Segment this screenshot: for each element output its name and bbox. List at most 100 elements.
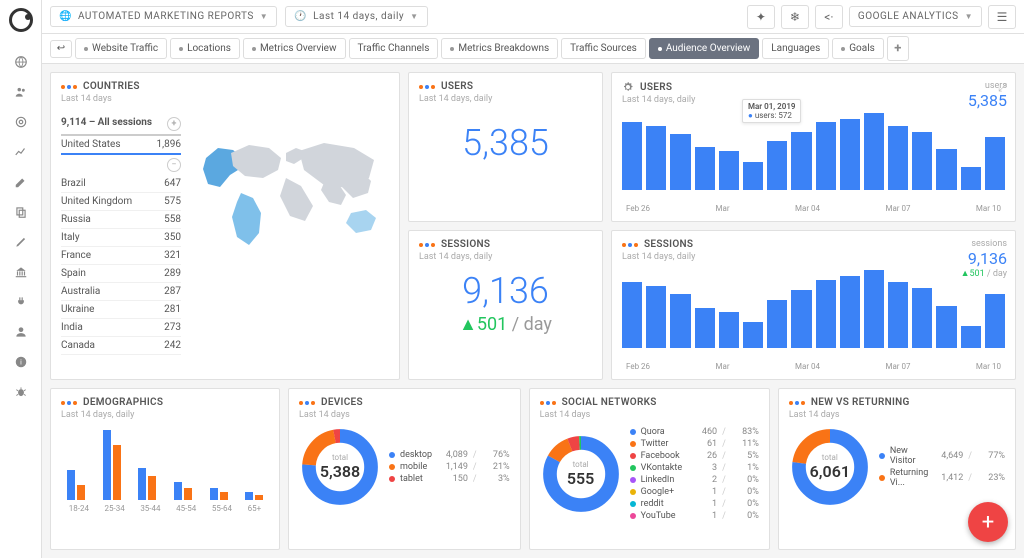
tab-metrics-breakdowns[interactable]: Metrics Breakdowns bbox=[441, 38, 558, 59]
tab-traffic-channels[interactable]: Traffic Channels bbox=[349, 38, 439, 59]
card-title: SESSIONS bbox=[441, 239, 490, 250]
country-row[interactable]: United States1,896 bbox=[61, 136, 181, 155]
tab-website-traffic[interactable]: Website Traffic bbox=[75, 38, 167, 59]
country-row[interactable]: United Kingdom575 bbox=[61, 193, 181, 211]
menu-button[interactable]: ☰ bbox=[988, 5, 1016, 29]
users-icon[interactable] bbox=[13, 84, 29, 100]
back-button[interactable]: ↩ bbox=[50, 40, 72, 58]
bar bbox=[695, 147, 715, 190]
social-legend: Quora460/83%Twitter61/11%Facebook26/5%VK… bbox=[630, 426, 759, 522]
card-title: DEMOGRAPHICS bbox=[83, 397, 163, 408]
card-subtitle: Last 14 days bbox=[61, 94, 389, 104]
legend-item: VKontakte3/1% bbox=[630, 462, 759, 474]
newret-legend: New Visitor4,649/77%Returning Vi...1,412… bbox=[879, 445, 1005, 489]
theme-button[interactable]: ❄ bbox=[781, 5, 809, 29]
card-subtitle: Last 14 days, daily bbox=[622, 252, 1005, 262]
card-icon bbox=[789, 401, 805, 405]
edit-icon[interactable] bbox=[13, 174, 29, 190]
tab-locations[interactable]: Locations bbox=[170, 38, 240, 59]
card-subtitle: Last 14 days, daily bbox=[622, 95, 1005, 105]
card-title: SOCIAL NETWORKS bbox=[562, 397, 657, 408]
bar bbox=[864, 270, 884, 348]
country-row[interactable]: Ukraine281 bbox=[61, 301, 181, 319]
bar bbox=[985, 294, 1005, 348]
bar bbox=[622, 122, 642, 190]
card-icon bbox=[622, 243, 638, 247]
bar bbox=[936, 306, 956, 348]
legend-item: tablet150/3% bbox=[389, 473, 510, 485]
user-icon[interactable] bbox=[13, 324, 29, 340]
country-row[interactable]: Canada242 bbox=[61, 337, 181, 355]
legend-item: mobile1,149/21% bbox=[389, 461, 510, 473]
bar bbox=[888, 282, 908, 348]
card-title: USERS bbox=[441, 81, 473, 92]
pen-icon[interactable] bbox=[13, 234, 29, 250]
date-range-dropdown[interactable]: 🕐 Last 14 days, daily ▼ bbox=[285, 6, 427, 27]
card-subtitle: Last 14 days bbox=[299, 410, 510, 420]
info-icon[interactable]: i bbox=[13, 354, 29, 370]
card-subtitle: Last 14 days, daily bbox=[61, 410, 269, 420]
world-map bbox=[191, 123, 391, 263]
workspace-dropdown[interactable]: 🌐 AUTOMATED MARKETING REPORTS ▼ bbox=[50, 6, 277, 27]
bar bbox=[864, 113, 884, 190]
legend-item: Google+1/0% bbox=[630, 486, 759, 498]
card-subtitle: Last 14 days, daily bbox=[419, 94, 592, 104]
card-title: DEVICES bbox=[321, 397, 363, 408]
demographics-chart bbox=[61, 430, 269, 500]
country-row[interactable]: Russia558 bbox=[61, 211, 181, 229]
add-fab[interactable]: + bbox=[968, 502, 1008, 542]
newret-donut: total6,061 bbox=[789, 426, 871, 508]
bar bbox=[961, 167, 981, 190]
country-row[interactable]: Brazil647 bbox=[61, 175, 181, 193]
bar bbox=[767, 141, 787, 190]
users-metric-card: USERS Last 14 days, daily 5,385 bbox=[408, 72, 603, 222]
card-title: COUNTRIES bbox=[83, 81, 140, 92]
country-row[interactable]: Australia287 bbox=[61, 283, 181, 301]
bank-icon[interactable] bbox=[13, 264, 29, 280]
users-value: 5,385 bbox=[419, 122, 592, 164]
bar bbox=[767, 300, 787, 348]
tab-languages[interactable]: Languages bbox=[762, 38, 829, 59]
country-row[interactable]: Italy350 bbox=[61, 229, 181, 247]
bar bbox=[961, 326, 981, 348]
tab-goals[interactable]: Goals bbox=[832, 38, 884, 59]
bar bbox=[743, 162, 763, 190]
copy-icon[interactable] bbox=[13, 204, 29, 220]
chevron-down-icon: ▼ bbox=[965, 12, 973, 21]
chart-icon[interactable] bbox=[13, 144, 29, 160]
bar bbox=[791, 132, 811, 190]
sidebar: i bbox=[0, 0, 42, 558]
legend-item: YouTube1/0% bbox=[630, 510, 759, 522]
country-row[interactable]: India273 bbox=[61, 319, 181, 337]
sessions-delta: ▲501 / day bbox=[419, 314, 592, 335]
bar bbox=[670, 294, 690, 348]
plug-icon[interactable] bbox=[13, 294, 29, 310]
card-subtitle: Last 14 days, daily bbox=[419, 252, 592, 262]
share-button[interactable]: <· bbox=[815, 5, 843, 29]
add-tab-button[interactable]: + bbox=[887, 36, 909, 61]
tooltip-date: Mar 01, 2019 bbox=[748, 102, 795, 111]
add-icon[interactable]: + bbox=[167, 117, 181, 131]
tab-metrics-overview[interactable]: Metrics Overview bbox=[243, 38, 346, 59]
devices-card: DEVICES Last 14 days total5,388 desktop4… bbox=[288, 388, 521, 550]
legend-item: Quora460/83% bbox=[630, 426, 759, 438]
total-label: 9,114 – All sessions bbox=[61, 117, 152, 131]
source-dropdown[interactable]: GOOGLE ANALYTICS ▼ bbox=[849, 6, 982, 27]
sessions-metric-card: SESSIONS Last 14 days, daily 9,136 ▲501 … bbox=[408, 230, 603, 380]
legend-item: desktop4,089/76% bbox=[389, 449, 510, 461]
tab-audience-overview[interactable]: Audience Overview bbox=[649, 38, 759, 59]
card-title: NEW VS RETURNING bbox=[811, 397, 910, 408]
chevron-down-icon: ▼ bbox=[410, 12, 418, 21]
country-row[interactable]: France321 bbox=[61, 247, 181, 265]
source-label: GOOGLE ANALYTICS bbox=[858, 11, 959, 22]
refresh-button[interactable]: ✦ bbox=[747, 5, 775, 29]
bar bbox=[912, 288, 932, 348]
country-row[interactable]: Spain289 bbox=[61, 265, 181, 283]
target-icon[interactable] bbox=[13, 114, 29, 130]
demographics-card: DEMOGRAPHICS Last 14 days, daily 18-2425… bbox=[50, 388, 280, 550]
globe-icon[interactable] bbox=[13, 54, 29, 70]
legend-item: Facebook26/5% bbox=[630, 450, 759, 462]
bug-icon[interactable] bbox=[13, 384, 29, 400]
bar bbox=[985, 137, 1005, 190]
tab-traffic-sources[interactable]: Traffic Sources bbox=[561, 38, 646, 59]
